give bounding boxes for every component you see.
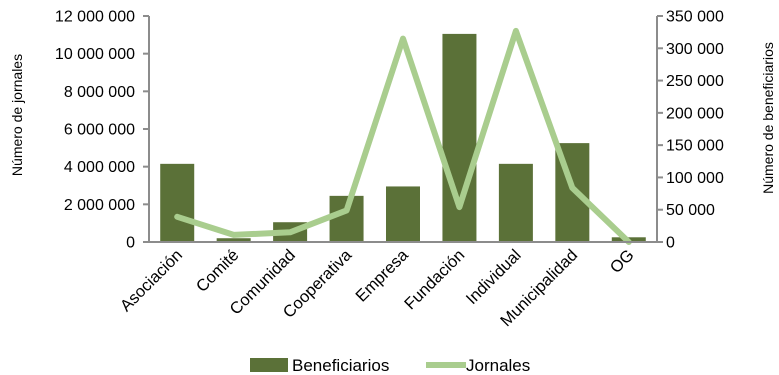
- line-point-5: [458, 206, 461, 209]
- right-tick-label-6: 300 000: [666, 41, 724, 58]
- left-tick-label-2: 4 000 000: [64, 159, 135, 176]
- category-label-4: Empresa: [352, 246, 412, 306]
- bar-5: [442, 33, 477, 243]
- left-tick-label-6: 12 000 000: [55, 9, 135, 26]
- left-tick-label-0: 0: [126, 235, 135, 252]
- right-tick-label-5: 250 000: [666, 73, 724, 90]
- bar-series: [160, 33, 646, 243]
- right-tick-label-2: 100 000: [666, 170, 724, 187]
- line-point-2: [289, 231, 292, 234]
- line-point-7: [571, 186, 574, 189]
- category-labels: Asociación ComitéComunidadCooperativaEmpr…: [117, 246, 638, 331]
- line-point-6: [514, 29, 517, 32]
- line-point-4: [402, 37, 404, 40]
- left-axis-label: Número de jornales: [9, 54, 25, 176]
- category-label-0: Asociación: [117, 246, 186, 315]
- legend-swatch-beneficiarios: [250, 358, 288, 372]
- category-label-5: Fundación: [401, 246, 468, 313]
- legend-label-jornales: Jornales: [466, 356, 530, 375]
- line-point-1: [232, 233, 235, 236]
- left-tick-label-1: 2 000 000: [64, 197, 135, 214]
- left-axis-ticks: 0 2 000 000 4 000 000 6 000 000 8 000 000 10 …: [55, 9, 149, 252]
- line-point-3: [345, 209, 348, 212]
- category-label-1: Comité: [193, 246, 243, 296]
- legend: Beneficiarios Jornales: [250, 356, 530, 375]
- right-axis-ticks: 0 50 000 100 000 150 000 200 000 250 000 300 0…: [657, 9, 724, 252]
- right-axis-label: Número de beneficiarios: [760, 42, 776, 194]
- bar-0: [160, 163, 195, 242]
- legend-label-beneficiarios: Beneficiarios: [292, 356, 389, 375]
- bar-6: [498, 163, 533, 242]
- right-tick-label-1: 50 000: [666, 202, 715, 219]
- right-tick-label-0: 0: [666, 235, 675, 252]
- category-label-8: OG: [607, 246, 638, 277]
- bar-1: [216, 238, 251, 242]
- left-tick-label-5: 10 000 000: [55, 46, 135, 63]
- left-tick-label-4: 8 000 000: [64, 84, 135, 101]
- bar-4: [386, 186, 420, 242]
- left-tick-label-3: 6 000 000: [64, 122, 135, 139]
- right-tick-label-3: 150 000: [666, 138, 724, 155]
- line-point-0: [176, 215, 179, 218]
- right-tick-label-4: 200 000: [666, 105, 724, 122]
- right-tick-label-7: 350 000: [666, 9, 724, 26]
